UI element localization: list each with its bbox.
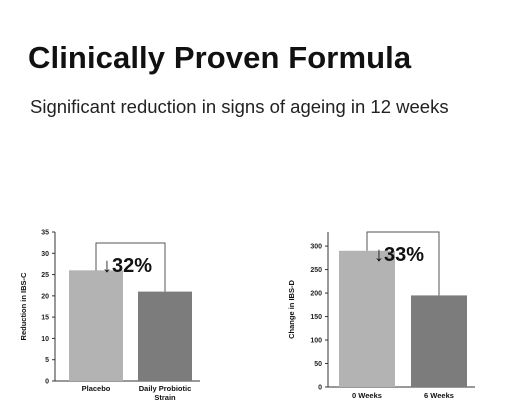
- y-axis-label: Change in IBS-D: [287, 280, 296, 339]
- y-tick-label: 5: [45, 357, 49, 364]
- change-annotation: ↓32%: [102, 255, 152, 277]
- page-subtitle: Significant reduction in signs of ageing…: [30, 96, 449, 117]
- bar-0: [69, 270, 123, 381]
- y-tick-label: 25: [41, 272, 49, 279]
- y-tick-label: 250: [310, 267, 322, 274]
- category-label: Daily Probiotic: [139, 384, 192, 393]
- y-tick-label: 300: [310, 244, 322, 251]
- y-tick-label: 150: [310, 314, 322, 321]
- bar-1: [411, 295, 467, 387]
- bar-0: [339, 250, 395, 387]
- y-tick-label: 15: [41, 315, 49, 322]
- y-tick-label: 200: [310, 291, 322, 298]
- y-tick-label: 20: [41, 293, 49, 300]
- y-tick-label: 0: [45, 379, 49, 386]
- y-tick-label: 0: [318, 385, 322, 392]
- comparison-bracket: [366, 231, 440, 296]
- page-title: Clinically Proven Formula: [28, 40, 412, 75]
- change-annotation: ↓33%: [374, 244, 424, 266]
- y-tick-label: 10: [41, 336, 49, 343]
- category-label: 6 Weeks: [424, 391, 454, 400]
- y-tick-label: 35: [41, 230, 49, 237]
- y-axis-label: Reduction in IBS-C: [19, 272, 28, 340]
- comparison-bracket: [95, 242, 166, 292]
- category-label: 0 Weeks: [352, 391, 382, 400]
- y-tick-label: 50: [314, 361, 322, 368]
- category-label: Placebo: [82, 384, 111, 393]
- bar-1: [138, 291, 192, 381]
- y-tick-label: 30: [41, 251, 49, 258]
- y-tick-label: 100: [310, 338, 322, 345]
- category-label: Strain: [154, 393, 176, 402]
